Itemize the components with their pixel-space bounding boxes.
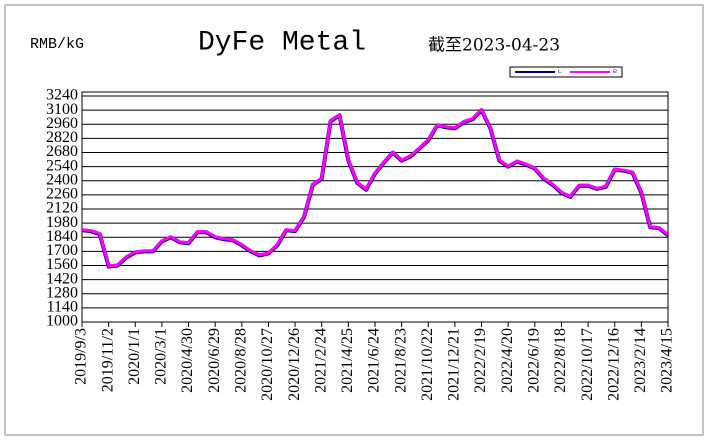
y-tick-label: 1700 xyxy=(46,242,78,259)
x-tick-label: 2020/3/1 xyxy=(153,328,170,385)
x-tick-label: 2023/2/14 xyxy=(632,328,649,393)
x-tick-label: 2021/12/21 xyxy=(446,328,463,401)
y-tick-label: 2820 xyxy=(46,129,78,146)
x-tick-label: 2020/6/29 xyxy=(206,328,223,393)
y-tick-label: 2540 xyxy=(46,157,78,174)
x-tick-label: 2019/11/2 xyxy=(99,328,116,392)
y-tick-label: 1140 xyxy=(47,299,78,316)
y-tick-label: 1840 xyxy=(46,228,78,245)
y-tick-label: 3240 xyxy=(46,87,78,104)
chart-title: DyFe Metal xyxy=(198,27,366,58)
x-tick-label: 2021/4/25 xyxy=(339,328,356,393)
x-tick-label: 2020/12/26 xyxy=(286,328,303,401)
y-tick-label: 2260 xyxy=(46,186,78,203)
y-tick-label: 1980 xyxy=(46,214,78,231)
y-tick-label: 1560 xyxy=(46,256,78,273)
chart-subtitle: 截至2023-04-23 xyxy=(428,36,560,56)
x-tick-label: 2022/8/18 xyxy=(552,328,569,393)
y-tick-label: 1420 xyxy=(46,270,78,287)
x-tick-label: 2020/1/1 xyxy=(126,328,143,385)
x-tick-label: 2020/4/30 xyxy=(179,328,196,393)
y-tick-label: 3100 xyxy=(46,101,78,118)
x-tick-label: 2023/4/15 xyxy=(659,328,676,393)
x-tick-label: 2020/8/28 xyxy=(232,328,249,393)
y-tick-label: 1000 xyxy=(46,313,78,330)
x-tick-label: 2021/10/22 xyxy=(419,328,436,401)
x-tick-label: 2022/2/19 xyxy=(472,328,489,393)
x-tick-label: 2021/8/23 xyxy=(392,328,409,393)
x-tick-label: 2021/2/24 xyxy=(312,328,329,393)
x-tick-label: 2022/10/17 xyxy=(579,328,596,401)
unit-label: RMB/kG xyxy=(30,36,84,53)
y-tick-label: 2680 xyxy=(46,143,78,160)
legend xyxy=(509,66,623,78)
legend-label: ㄹ xyxy=(612,69,618,76)
x-tick-label: 2020/10/27 xyxy=(259,328,276,401)
y-tick-label: 2960 xyxy=(46,115,78,132)
x-tick-label: 2019/9/3 xyxy=(73,328,90,385)
y-tick-label: 2400 xyxy=(46,171,78,188)
x-tick-label: 2021/6/24 xyxy=(366,328,383,393)
y-tick-label: 1280 xyxy=(46,284,78,301)
x-tick-label: 2022/4/20 xyxy=(499,328,516,393)
plot-area xyxy=(81,91,669,323)
y-tick-label: 2120 xyxy=(46,200,78,217)
series-line xyxy=(81,108,669,268)
x-tick-label: 2022/12/16 xyxy=(605,328,622,401)
legend-label: ㄴ xyxy=(557,69,563,76)
x-tick-label: 2022/6/19 xyxy=(525,328,542,393)
